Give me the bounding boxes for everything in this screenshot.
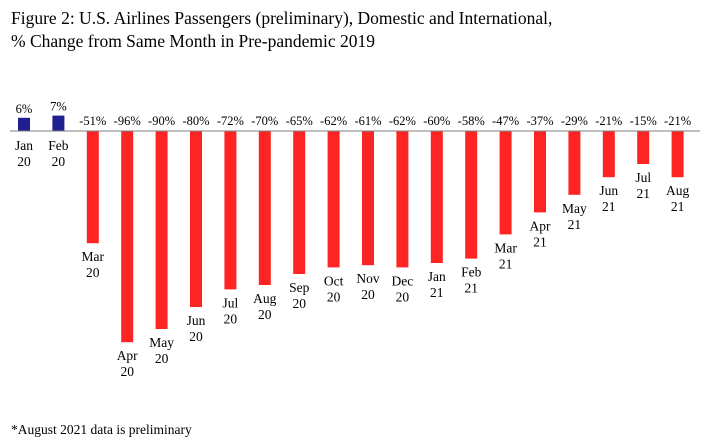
- value-label-sep-20: -65%: [286, 114, 313, 128]
- bar-aug-21: [671, 131, 684, 178]
- value-label-jul-21: -15%: [630, 114, 657, 128]
- bar-jul-20: [224, 131, 237, 290]
- category-month-jul-21: Jul: [635, 170, 651, 185]
- category-year-jan-20: 20: [17, 154, 31, 169]
- chart-title: Figure 2: U.S. Airlines Passengers (prel…: [11, 7, 552, 53]
- category-month-mar-20: Mar: [82, 249, 105, 264]
- category-year-mar-21: 21: [499, 256, 513, 271]
- category-year-jun-20: 20: [189, 329, 203, 344]
- bar-jun-20: [190, 131, 202, 307]
- value-label-mar-20: -51%: [79, 114, 106, 128]
- bar-mar-21: [499, 131, 512, 235]
- category-month-mar-21: Mar: [494, 240, 517, 255]
- bar-apr-20: [121, 131, 134, 343]
- value-label-jan-20: 6%: [16, 102, 33, 116]
- value-label-apr-20: -96%: [114, 114, 141, 128]
- bar-apr-21: [534, 131, 546, 213]
- category-year-mar-20: 20: [86, 265, 100, 280]
- category-month-jan-21: Jan: [428, 269, 446, 284]
- value-label-aug-20: -70%: [251, 114, 278, 128]
- category-month-nov-20: Nov: [356, 271, 379, 286]
- value-label-may-21: -29%: [561, 114, 588, 128]
- value-label-mar-21: -47%: [492, 114, 519, 128]
- category-month-aug-20: Aug: [253, 291, 276, 306]
- category-month-jul-20: Jul: [223, 295, 239, 310]
- category-month-dec-20: Dec: [392, 273, 414, 288]
- chart-title-line-1: Figure 2: U.S. Airlines Passengers (prel…: [11, 8, 553, 28]
- category-year-apr-21: 21: [533, 234, 547, 249]
- value-label-oct-20: -62%: [320, 114, 347, 128]
- value-label-jan-21: -60%: [423, 114, 450, 128]
- bar-oct-20: [327, 131, 340, 268]
- category-year-jan-21: 21: [430, 285, 444, 300]
- category-year-dec-20: 20: [396, 289, 410, 304]
- bar-may-20: [155, 131, 168, 329]
- category-year-jul-20: 20: [224, 311, 238, 326]
- bar-dec-20: [396, 131, 409, 268]
- category-month-jun-20: Jun: [187, 313, 206, 328]
- bar-jan-21: [430, 131, 443, 263]
- category-year-oct-20: 20: [327, 289, 341, 304]
- value-label-jun-21: -21%: [595, 114, 622, 128]
- category-year-apr-20: 20: [120, 364, 134, 379]
- bar-sep-20: [293, 131, 306, 274]
- value-label-jun-20: -80%: [182, 114, 209, 128]
- value-label-aug-21: -21%: [664, 114, 691, 128]
- category-year-may-21: 21: [568, 217, 582, 232]
- category-month-apr-20: Apr: [117, 348, 138, 363]
- value-label-dec-20: -62%: [389, 114, 416, 128]
- value-label-feb-21: -58%: [458, 114, 485, 128]
- category-year-nov-20: 20: [361, 287, 375, 302]
- chart-title-line-2: % Change from Same Month in Pre-pandemic…: [11, 31, 376, 51]
- bar-aug-20: [258, 131, 271, 285]
- category-year-jul-21: 21: [636, 186, 650, 201]
- category-year-aug-21: 21: [671, 199, 685, 214]
- footnote: *August 2021 data is preliminary: [11, 422, 192, 437]
- category-month-may-20: May: [149, 335, 174, 350]
- category-month-feb-20: Feb: [48, 138, 69, 153]
- category-month-apr-21: Apr: [530, 218, 551, 233]
- category-year-feb-21: 21: [464, 281, 478, 296]
- category-year-sep-20: 20: [292, 296, 306, 311]
- category-month-sep-20: Sep: [289, 280, 310, 295]
- bar-feb-20: [52, 115, 65, 131]
- bar-may-21: [568, 131, 581, 195]
- value-label-nov-20: -61%: [354, 114, 381, 128]
- category-year-may-20: 20: [155, 351, 169, 366]
- bar-nov-20: [362, 131, 374, 266]
- category-year-feb-20: 20: [52, 154, 66, 169]
- category-month-oct-20: Oct: [324, 273, 344, 288]
- bar-feb-21: [465, 131, 478, 259]
- category-year-jun-21: 21: [602, 199, 616, 214]
- category-month-aug-21: Aug: [666, 183, 689, 198]
- category-month-feb-21: Feb: [461, 265, 482, 280]
- category-year-aug-20: 20: [258, 307, 272, 322]
- bar-mar-20: [86, 131, 99, 244]
- value-label-feb-20: 7%: [50, 100, 67, 114]
- bar-jan-20: [18, 117, 30, 131]
- category-month-jun-21: Jun: [599, 183, 618, 198]
- category-month-jan-20: Jan: [15, 138, 33, 153]
- value-label-jul-20: -72%: [217, 114, 244, 128]
- value-label-may-20: -90%: [148, 114, 175, 128]
- bar-jun-21: [602, 131, 615, 178]
- bar-jul-21: [637, 131, 650, 164]
- category-month-may-21: May: [562, 201, 587, 216]
- value-label-apr-21: -37%: [526, 114, 553, 128]
